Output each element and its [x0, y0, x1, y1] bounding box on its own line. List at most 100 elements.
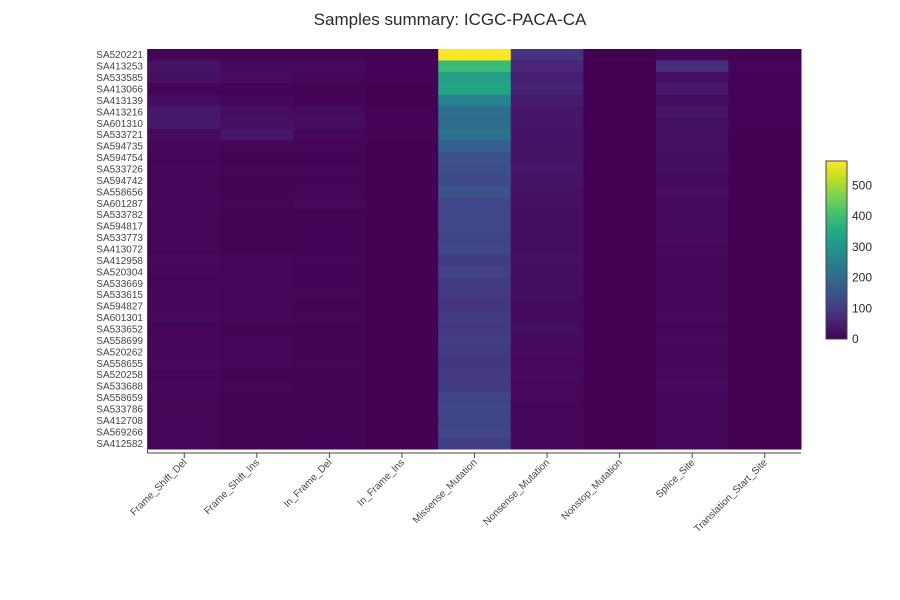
heatmap-cell [728, 71, 802, 84]
heatmap-cell [510, 49, 584, 61]
heatmap-cell [148, 209, 222, 221]
heatmap-cell [438, 243, 512, 256]
heatmap-cell [220, 391, 294, 404]
heatmap-cell [655, 231, 729, 244]
heatmap-cell [293, 391, 367, 404]
heatmap-cell [583, 403, 657, 416]
heatmap-cell [365, 129, 439, 141]
colorbar: 0 100 200 300 400 500 [825, 160, 872, 346]
heatmap-cell [220, 323, 294, 336]
heatmap-cell [220, 266, 294, 279]
heatmap-cell [365, 414, 439, 427]
heatmap-cell [728, 391, 802, 404]
heatmap-cell [148, 60, 222, 73]
y-tick-label: SA533786 [96, 405, 143, 416]
heatmap-cell [438, 334, 512, 347]
heatmap-cell [220, 414, 294, 427]
heatmap-cell [438, 83, 512, 96]
heatmap-cell [293, 254, 367, 267]
y-tick-label: SA413139 [96, 96, 143, 107]
heatmap-cell [728, 231, 802, 244]
heatmap-cell [728, 117, 802, 130]
heatmap-cell [293, 60, 367, 73]
heatmap-cell [438, 414, 512, 427]
heatmap-cell [148, 71, 222, 84]
y-axis-tick-labels: SA520221SA413253SA533585SA413066SA413139… [96, 50, 143, 450]
y-tick-label: SA558699 [96, 336, 143, 347]
colorbar-tick-label: 400 [852, 209, 872, 223]
heatmap-cell [583, 163, 657, 176]
heatmap-cell [293, 357, 367, 370]
heatmap-cell [583, 334, 657, 347]
heatmap-cell [220, 357, 294, 370]
heatmap-cell [728, 289, 802, 301]
heatmap-cell [293, 151, 367, 164]
y-tick-label: SA533773 [96, 233, 143, 244]
heatmap-cell [655, 106, 729, 119]
y-tick-label: SA601301 [96, 313, 143, 324]
heatmap-cell [510, 220, 584, 233]
y-tick-label: SA558656 [96, 187, 143, 198]
heatmap-cell [655, 289, 729, 301]
heatmap-cell [148, 391, 222, 404]
heatmap-cell [583, 346, 657, 359]
heatmap-cell [510, 231, 584, 244]
heatmap-cell [583, 266, 657, 279]
heatmap-cell [510, 323, 584, 336]
heatmap-cell [365, 323, 439, 336]
heatmap-cell [220, 277, 294, 290]
heatmap-cell [438, 437, 512, 450]
y-tick-label: SA412958 [96, 256, 143, 267]
heatmap-cell [728, 106, 802, 119]
y-tick-label: SA520304 [96, 267, 143, 278]
heatmap-cell [510, 369, 584, 381]
heatmap-cell [148, 83, 222, 96]
heatmap-cell [728, 426, 802, 439]
heatmap-cell [510, 186, 584, 199]
heatmap-cell [655, 220, 729, 233]
heatmap-cell [365, 300, 439, 313]
colorbar-tick-label: 500 [852, 179, 872, 193]
heatmap-cell [438, 151, 512, 164]
heatmap-cell [655, 163, 729, 176]
heatmap-cell [220, 83, 294, 96]
heatmap-cell [583, 231, 657, 244]
heatmap-cell [655, 300, 729, 313]
y-tick-label: SA533782 [96, 210, 143, 221]
heatmap-cell [510, 346, 584, 359]
heatmap-cell [365, 403, 439, 416]
heatmap-cell [220, 311, 294, 324]
heatmap-cell [293, 414, 367, 427]
heatmap-cell [728, 49, 802, 61]
heatmap-cell [728, 311, 802, 324]
heatmap-cell [728, 186, 802, 199]
heatmap-cell [438, 209, 512, 221]
heatmap-cell [728, 129, 802, 141]
heatmap-cell [220, 334, 294, 347]
heatmap-cell [728, 334, 802, 347]
heatmap-cell [293, 71, 367, 84]
heatmap-cell [148, 266, 222, 279]
y-tick-label: SA533585 [96, 73, 143, 84]
heatmap-cell [365, 289, 439, 301]
y-tick-label: SA533615 [96, 290, 143, 301]
heatmap-cell [220, 380, 294, 393]
heatmap-cell [365, 426, 439, 439]
y-tick-label: SA533688 [96, 382, 143, 393]
heatmap-cell [510, 403, 584, 416]
heatmap-cell [148, 163, 222, 176]
heatmap-cell [655, 369, 729, 381]
heatmap-cell [293, 106, 367, 119]
heatmap-cell [655, 380, 729, 393]
heatmap-cell [728, 83, 802, 96]
heatmap-cell [293, 174, 367, 187]
heatmap-cell [148, 300, 222, 313]
heatmap-cell [438, 129, 512, 141]
heatmap-cell [438, 403, 512, 416]
heatmap-cell [438, 71, 512, 84]
y-tick-label: SA520258 [96, 370, 143, 381]
heatmap-cell [293, 380, 367, 393]
heatmap-cell [365, 334, 439, 347]
heatmap-cell [655, 323, 729, 336]
heatmap-cell [655, 83, 729, 96]
